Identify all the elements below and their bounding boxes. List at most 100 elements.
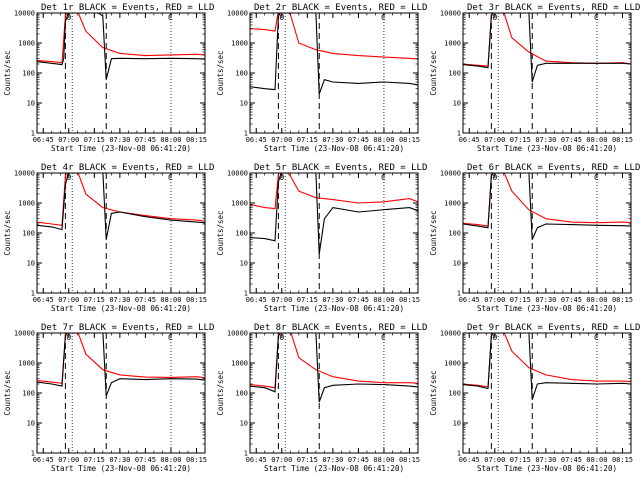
y-tick-label: 1000 [444,200,461,208]
panel-det-2: Det 2r BLACK = Events, RED = LLDOC110100… [216,3,427,153]
x-tick-label: 07:45 [135,136,156,144]
y-tick-label: 10000 [440,170,461,178]
y-tick-label: 1 [457,450,461,458]
y-tick-label: 1 [31,290,35,298]
x-tick-label: 08:15 [612,296,633,304]
y-tick-label: 1000 [18,360,35,368]
y-tick-label: 1000 [231,200,248,208]
x-tick-label: 06:45 [459,296,480,304]
y-tick-label: 10000 [227,170,248,178]
y-tick-label: 1 [244,130,248,138]
panel-title: Det 1r BLACK = Events, RED = LLD [41,3,214,13]
series-events [463,13,631,83]
series-events [250,333,418,403]
series-lld [37,173,205,226]
series-events [463,333,631,400]
y-axis-title: Counts/sec [216,50,225,95]
y-tick-label: 10 [453,260,461,268]
x-axis-title: Start Time (23-Nov-08 06:41:20) [264,144,404,153]
y-tick-label: 10 [27,260,35,268]
x-tick-label: 08:00 [160,136,181,144]
plot-frame [462,12,632,134]
x-tick-label: 08:00 [586,296,607,304]
x-tick-label: 07:00 [484,456,505,464]
x-tick-label: 07:00 [58,296,79,304]
y-tick-label: 100 [22,390,35,398]
panel-det-9: Det 9r BLACK = Events, RED = LLDOC110100… [429,323,640,473]
x-tick-label: 07:30 [109,136,130,144]
y-tick-label: 100 [235,70,248,78]
panel-title: Det 2r BLACK = Events, RED = LLD [254,3,427,13]
y-tick-label: 10 [453,100,461,108]
y-tick-label: 1000 [231,40,248,48]
x-tick-label: 07:00 [271,136,292,144]
y-tick-label: 10000 [227,330,248,338]
panel-title: Det 3r BLACK = Events, RED = LLD [467,3,640,13]
x-tick-label: 07:15 [297,296,318,304]
panel-title: Det 9r BLACK = Events, RED = LLD [467,323,640,333]
x-tick-label: 08:15 [186,136,207,144]
y-tick-label: 10000 [14,170,35,178]
y-tick-label: 100 [235,390,248,398]
x-tick-label: 08:00 [373,136,394,144]
x-tick-label: 08:00 [160,456,181,464]
x-tick-label: 06:45 [459,456,480,464]
x-tick-label: 07:15 [84,136,105,144]
x-tick-label: 06:45 [33,136,54,144]
x-tick-label: 07:30 [109,296,130,304]
y-tick-label: 10000 [14,330,35,338]
y-tick-label: 100 [448,230,461,238]
x-tick-label: 06:45 [246,456,267,464]
panel-title: Det 5r BLACK = Events, RED = LLD [254,163,427,173]
y-tick-label: 10 [240,420,248,428]
x-axis-title: Start Time (23-Nov-08 06:41:20) [477,464,617,473]
y-tick-label: 1000 [444,360,461,368]
y-axis-title: Counts/sec [429,210,438,255]
series-lld [37,13,205,64]
x-tick-label: 07:30 [322,136,343,144]
x-tick-label: 07:15 [510,456,531,464]
y-tick-label: 100 [235,230,248,238]
y-tick-label: 10000 [440,330,461,338]
y-tick-label: 1 [457,290,461,298]
y-tick-label: 1 [31,130,35,138]
plot-frame [36,172,206,294]
x-tick-label: 07:45 [348,456,369,464]
y-tick-label: 1 [244,450,248,458]
y-tick-label: 100 [22,230,35,238]
plot-frame [36,332,206,454]
y-tick-label: 10000 [14,10,35,18]
x-axis-title: Start Time (23-Nov-08 06:41:20) [51,304,191,313]
y-axis-title: Counts/sec [3,50,12,95]
y-tick-label: 1 [31,450,35,458]
panel-det-4: Det 4r BLACK = Events, RED = LLDOC110100… [3,163,214,313]
x-tick-label: 07:00 [484,296,505,304]
series-events [37,13,205,80]
x-tick-label: 08:00 [373,296,394,304]
panel-det-6: Det 6r BLACK = Events, RED = LLDOC110100… [429,163,640,313]
y-axis-title: Counts/sec [3,210,12,255]
x-tick-label: 06:45 [246,296,267,304]
series-lld [250,13,418,60]
y-tick-label: 10 [240,100,248,108]
plot-frame [36,12,206,134]
x-tick-label: 07:15 [84,296,105,304]
x-tick-label: 07:00 [484,136,505,144]
panel-title: Det 4r BLACK = Events, RED = LLD [41,163,214,173]
panel-det-5: Det 5r BLACK = Events, RED = LLDOC110100… [216,163,427,313]
x-tick-label: 07:00 [271,456,292,464]
y-tick-label: 100 [22,70,35,78]
x-axis-title: Start Time (23-Nov-08 06:41:20) [51,464,191,473]
panel-det-1: Det 1r BLACK = Events, RED = LLDOC110100… [3,3,214,153]
x-tick-label: 07:15 [84,456,105,464]
y-tick-label: 1 [244,290,248,298]
x-tick-label: 08:00 [373,456,394,464]
x-axis-title: Start Time (23-Nov-08 06:41:20) [264,304,404,313]
x-tick-label: 06:45 [33,296,54,304]
x-tick-label: 07:45 [135,456,156,464]
x-tick-label: 08:00 [586,456,607,464]
plot-frame [249,332,419,454]
y-tick-label: 1000 [18,200,35,208]
x-tick-label: 07:00 [58,456,79,464]
x-tick-label: 07:00 [58,136,79,144]
